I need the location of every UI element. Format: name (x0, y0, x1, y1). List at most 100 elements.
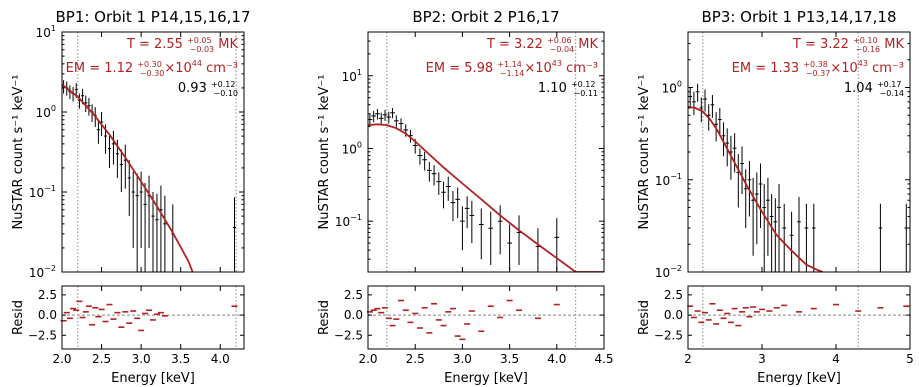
em-unit: cm⁻³ (202, 61, 238, 76)
y-tick-exponent: 0 (677, 80, 682, 89)
x-tick-label: 4 (832, 352, 840, 366)
model-curve (688, 105, 824, 272)
resid-axes-frame (367, 285, 605, 350)
x-tick-label: 3.0 (132, 352, 151, 366)
temperature-value: T = 3.22 (486, 37, 547, 52)
y-tick-exponent: 1 (51, 24, 56, 33)
y-axis-label: NuSTAR count s⁻¹ keV⁻¹ (637, 74, 652, 229)
y-tick-base: 10 (29, 266, 44, 280)
x-tick-label: 5 (906, 352, 914, 366)
normalization-annotation: 1.04 +0.17 −0.14 (844, 80, 904, 98)
temperature-unit: MK (880, 37, 904, 52)
em-upper-error: +0.38 (803, 60, 828, 69)
resid-y-tick-label: 2.5 (664, 288, 683, 302)
normalization-value: 1.04 (844, 81, 877, 96)
y-tick-base: 10 (342, 70, 357, 84)
y-axis-label: NuSTAR count s⁻¹ keV⁻¹ (317, 74, 332, 229)
normalization-value: 0.93 (178, 81, 211, 96)
panel-title: BP1: Orbit 1 P14,15,16,17 (55, 8, 250, 26)
y-tick-exponent: 1 (357, 68, 362, 77)
y-tick-base: 10 (662, 82, 677, 96)
normalization-annotation: 0.93 +0.12 −0.10 (178, 80, 238, 98)
y-tick-base: 10 (335, 215, 350, 229)
temperature-upper-error: +0.05 (187, 36, 212, 45)
y-tick-label: 10−2 (655, 264, 682, 280)
y-tick-base: 10 (655, 266, 670, 280)
temperature-value: T = 3.22 (792, 37, 853, 52)
em-upper-error: +0.30 (137, 60, 162, 69)
resid-y-tick-label: 2.5 (38, 288, 57, 302)
emission-measure-annotation: EM = 1.33 +0.38 −0.37×1043 cm⁻³ (732, 59, 904, 78)
em-lower-error: −0.37 (806, 69, 831, 78)
em-lower-error: −0.30 (140, 69, 165, 78)
data-series (62, 80, 237, 272)
data-series (688, 83, 909, 272)
y-tick-label: 100 (662, 80, 682, 96)
resid-axis-label: Resid (637, 300, 652, 335)
x-tick-label: 3.5 (500, 352, 519, 366)
em-unit: cm⁻³ (868, 61, 904, 76)
temperature-value: T = 2.55 (126, 37, 187, 52)
panel-3: BP3: Orbit 1 P13,14,17,1810−210−1100NuST… (637, 8, 914, 386)
y-tick-exponent: 0 (357, 140, 362, 149)
x-tick-label: 3.0 (453, 352, 472, 366)
y-tick-label: 101 (342, 68, 362, 84)
y-tick-exponent: −1 (670, 172, 682, 181)
em-value: EM = 1.12 (66, 61, 138, 76)
resid-y-tick-label: −2.5 (334, 328, 363, 342)
y-tick-label: 100 (36, 104, 56, 120)
temperature-annotation: T = 2.55 +0.05 −0.03 MK (126, 36, 239, 54)
temperature-lower-error: −0.04 (550, 45, 575, 54)
x-tick-label: 3.5 (171, 352, 190, 366)
x-tick-label: 2.5 (92, 352, 111, 366)
em-lower-error: −1.14 (500, 69, 525, 78)
normalization-lower-error: −0.14 (879, 89, 904, 98)
x-axis-label: Energy [keV] (111, 371, 195, 386)
normalization-annotation: 1.10 +0.12 −0.11 (538, 80, 598, 98)
model-curve (368, 123, 604, 272)
normalization-upper-error: +0.12 (571, 80, 596, 89)
panel-1: BP1: Orbit 1 P14,15,16,1710−210−1100101N… (11, 8, 251, 386)
resid-axes-frame (687, 285, 911, 350)
x-tick-label: 2.0 (358, 352, 377, 366)
panel-title: BP3: Orbit 1 P13,14,17,18 (701, 8, 896, 26)
temperature-annotation: T = 3.22 +0.10 −0.16 MK (792, 36, 905, 54)
y-tick-base: 10 (36, 26, 51, 40)
temperature-upper-error: +0.10 (853, 36, 878, 45)
resid-y-tick-label: 0.0 (38, 308, 57, 322)
x-tick-label: 2.0 (52, 352, 71, 366)
panel-title: BP2: Orbit 2 P16,17 (412, 8, 559, 26)
x-tick-label: 2.5 (406, 352, 425, 366)
em-value: EM = 5.98 (426, 61, 498, 76)
y-tick-exponent: −2 (44, 264, 56, 273)
resid-y-tick-label: 2.5 (344, 288, 363, 302)
em-exponent: 44 (192, 59, 202, 68)
x-tick-label: 4.0 (211, 352, 230, 366)
resid-axis-label: Resid (11, 300, 26, 335)
x-tick-label: 4.0 (547, 352, 566, 366)
x-tick-label: 3 (758, 352, 766, 366)
data-series (368, 108, 560, 272)
x-tick-label: 4.5 (594, 352, 613, 366)
resid-y-tick-label: 0.0 (664, 308, 683, 322)
em-multiplier: ×10 (164, 61, 191, 76)
y-tick-exponent: 0 (51, 104, 56, 113)
y-tick-label: 10−2 (29, 264, 56, 280)
y-tick-exponent: −2 (670, 264, 682, 273)
resid-axes-frame (61, 285, 245, 350)
temperature-lower-error: −0.16 (856, 45, 881, 54)
resid-axis-label: Resid (317, 300, 332, 335)
y-tick-label: 10−1 (335, 213, 362, 229)
y-tick-base: 10 (655, 174, 670, 188)
resid-y-tick-label: −2.5 (654, 328, 683, 342)
em-multiplier: ×10 (830, 61, 857, 76)
em-upper-error: +1.14 (497, 60, 522, 69)
emission-measure-annotation: EM = 1.12 +0.30 −0.30×1044 cm⁻³ (66, 59, 238, 78)
y-tick-label: 101 (36, 24, 56, 40)
normalization-value: 1.10 (538, 81, 571, 96)
temperature-unit: MK (574, 37, 598, 52)
resid-y-tick-label: −2.5 (28, 328, 57, 342)
normalization-lower-error: −0.11 (573, 89, 598, 98)
model-curve (62, 83, 194, 272)
